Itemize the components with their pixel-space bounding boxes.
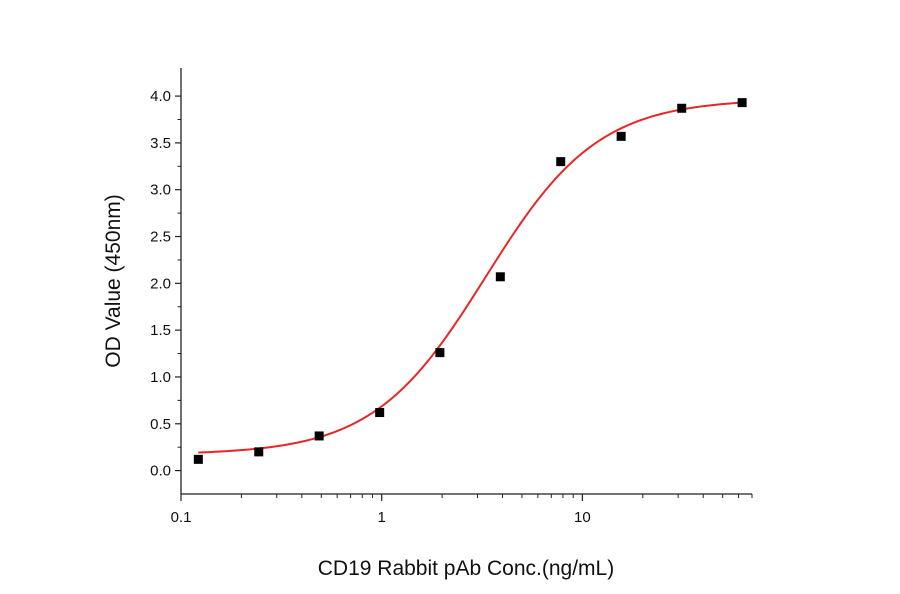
ticks: 0.0 0.5 1.0 1.5 2.0 2.5 3.0 3.5 4.0 0.1 1 10 [150,88,753,526]
data-point [677,103,687,113]
y-tick-label: 2.5 [150,229,171,246]
data-point [495,272,505,282]
fit-curve [198,101,743,454]
y-tick-label: 0.0 [150,463,171,480]
y-tick-label: 1.0 [150,369,171,386]
data-point [375,408,385,418]
data-points [193,98,747,464]
x-tick-label: 1 [378,509,386,526]
x-tick-label: 0.1 [171,509,192,526]
y-tick-label: 2.0 [150,275,171,292]
data-point [193,454,203,464]
y-tick-label: 3.5 [150,135,171,152]
y-tick-label: 0.5 [150,416,171,433]
axes [180,68,752,495]
x-axis-title: CD19 Rabbit pAb Conc.(ng/mL) [318,557,614,580]
data-point [556,157,566,167]
data-point [435,348,445,358]
data-point [314,431,324,441]
y-tick-label: 4.0 [150,88,171,105]
y-tick-label: 3.0 [150,182,171,199]
y-tick-label: 1.5 [150,322,171,339]
y-axis-title: OD Value (450nm) [102,194,125,368]
data-point [737,98,747,108]
data-point [616,131,626,141]
fit-curve-layer [198,101,743,454]
x-tick-label: 10 [574,509,591,526]
data-point [254,447,264,457]
